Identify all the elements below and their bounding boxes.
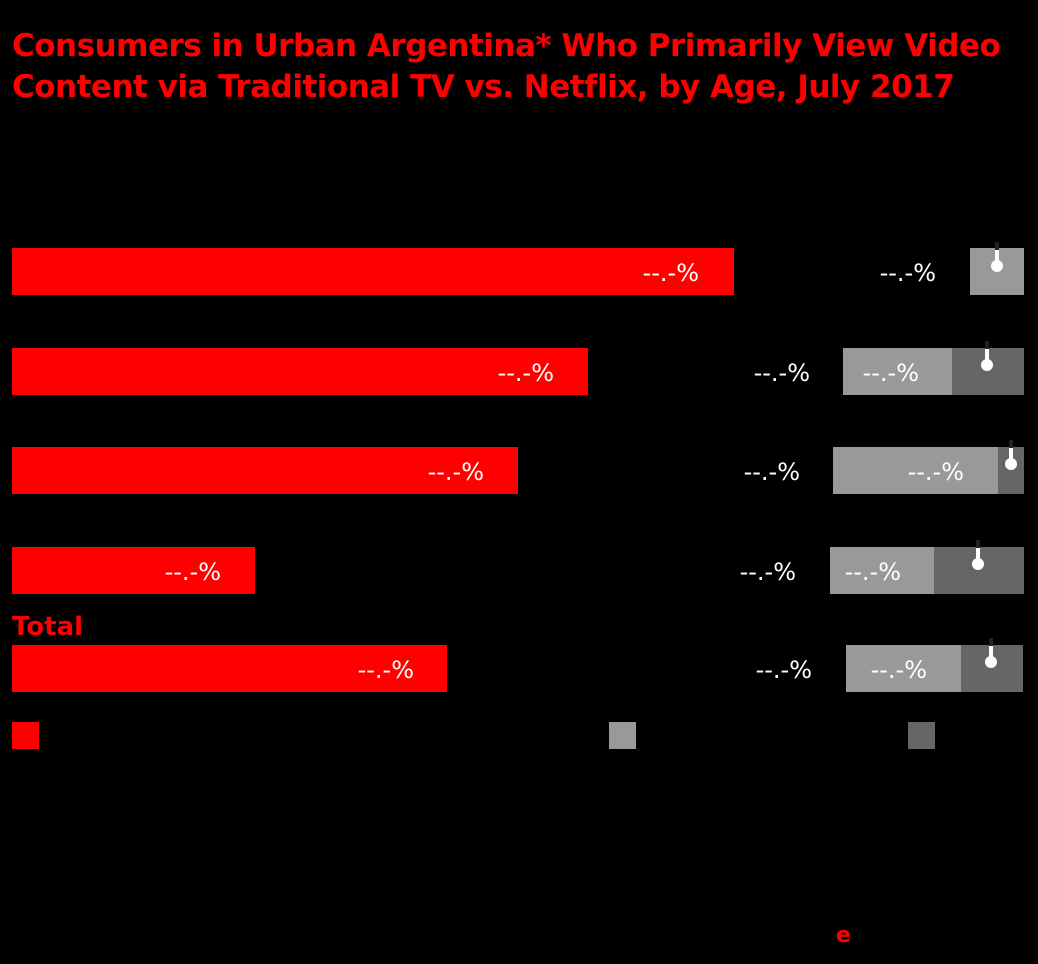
netflix-inner-value: --.-% [862, 359, 919, 387]
netflix-bar [833, 447, 998, 494]
netflix-bar [843, 348, 952, 395]
brand-logo: e [836, 923, 851, 948]
traditional-tv-bar [12, 348, 588, 395]
netflix-value: --.-% [753, 359, 810, 387]
traditional-tv-bar [12, 645, 447, 692]
pin-marker-icon [990, 242, 1004, 276]
pin-marker-icon [980, 341, 994, 375]
traditional-tv-value: --.-% [357, 656, 414, 684]
legend-swatch-traditional-tv [12, 722, 39, 749]
legend-swatch-netflix [609, 722, 636, 749]
pin-marker-icon [971, 540, 985, 574]
traditional-tv-bar [12, 248, 734, 295]
netflix-bar [830, 547, 934, 594]
netflix-value: --.-% [739, 558, 796, 586]
legend-swatch-other [908, 722, 935, 749]
traditional-tv-value: --.-% [642, 259, 699, 287]
traditional-tv-bar [12, 547, 255, 594]
netflix-value: --.-% [879, 259, 936, 287]
netflix-inner-value: --.-% [844, 558, 901, 586]
traditional-tv-value: --.-% [164, 558, 221, 586]
traditional-tv-value: --.-% [427, 458, 484, 486]
netflix-value: --.-% [743, 458, 800, 486]
pin-marker-icon [1004, 440, 1018, 474]
netflix-inner-value: --.-% [870, 656, 927, 684]
netflix-value: --.-% [755, 656, 812, 684]
netflix-inner-value: --.-% [907, 458, 964, 486]
pin-marker-icon [984, 638, 998, 672]
total-label: Total [12, 612, 84, 642]
netflix-bar [846, 645, 961, 692]
traditional-tv-value: --.-% [497, 359, 554, 387]
chart-title: Consumers in Urban Argentina* Who Primar… [12, 28, 1001, 105]
traditional-tv-bar [12, 447, 518, 494]
